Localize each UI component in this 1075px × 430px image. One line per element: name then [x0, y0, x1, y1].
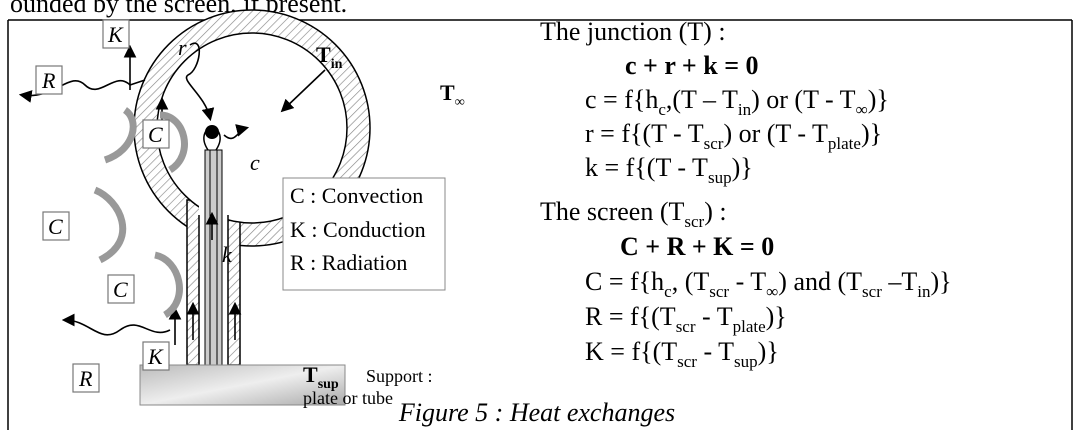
- text-run: - T: [696, 302, 733, 331]
- subscript: c: [658, 100, 666, 119]
- text-run: )}: [861, 119, 882, 148]
- legend-item: C : Convection: [290, 183, 423, 208]
- frame: [7, 19, 1073, 430]
- equation: K = f{(Tscr - Tsup)}: [585, 337, 779, 371]
- subscript: c: [664, 282, 672, 301]
- flux-label: k: [222, 242, 233, 267]
- text-run: C = f{h: [585, 267, 664, 296]
- text-run: ) or (T - T: [723, 119, 828, 148]
- legend-item: K : Conduction: [290, 217, 426, 242]
- flux-arrows: [18, 42, 250, 345]
- text-run: ,(T – T: [666, 85, 738, 114]
- text-run: )}: [766, 302, 787, 331]
- flux-label: R: [41, 68, 56, 93]
- subscript: scr: [684, 212, 704, 231]
- text-run: )}: [930, 267, 951, 296]
- subscript: scr: [862, 282, 882, 301]
- text-run: ) :: [704, 197, 726, 226]
- text-run: C + R + K = 0: [620, 232, 774, 261]
- text-run: K = f{(T: [585, 337, 677, 366]
- flux-label: R: [78, 366, 93, 391]
- t-sup-label: Tsup: [303, 362, 339, 392]
- flux-label: C: [148, 122, 163, 147]
- subscript: ∞: [455, 95, 465, 110]
- support-kind: plate or tube: [303, 388, 393, 408]
- text-run: )}: [732, 153, 753, 182]
- subscript: scr: [676, 317, 696, 336]
- text-run: c = f{h: [585, 85, 658, 114]
- subscript: in: [331, 57, 343, 72]
- subscript: ∞: [766, 282, 778, 301]
- text-run: ) and (T: [778, 267, 862, 296]
- flux-label: C: [113, 277, 128, 302]
- subscript: ∞: [856, 100, 868, 119]
- text-run: )}: [758, 337, 779, 366]
- legend: C : Convection K : Conduction R : Radiat…: [282, 177, 446, 291]
- text-run: T: [303, 362, 318, 387]
- flux-label: r: [178, 35, 187, 60]
- support-label: Support :: [366, 366, 433, 386]
- text-run: –T: [882, 267, 918, 296]
- text-run: T: [316, 42, 331, 67]
- equation: C = f{hc, (Tscr - T∞) and (Tscr –Tin)}: [585, 267, 952, 301]
- equation: r = f{(T - Tscr) or (T - Tplate)}: [585, 119, 882, 153]
- text-run: c + r + k = 0: [625, 51, 759, 80]
- subscript: scr: [704, 134, 724, 153]
- equation: c = f{hc,(T – Tin) or (T - T∞)}: [585, 85, 889, 119]
- text-run: R = f{(T: [585, 302, 676, 331]
- subscript: in: [738, 100, 752, 119]
- equation: R = f{(Tscr - Tplate)}: [585, 302, 787, 336]
- subscript: sup: [708, 168, 732, 187]
- text-run: ) or (T - T: [751, 85, 856, 114]
- subscript: in: [917, 282, 931, 301]
- text-run: T: [440, 80, 455, 105]
- t-inf-label: T∞: [440, 80, 465, 110]
- flux-label: C: [48, 214, 63, 239]
- subscript: sup: [734, 352, 758, 371]
- flux-labels: R K C C r c k C R K: [35, 19, 260, 393]
- text-run: , (T: [672, 267, 710, 296]
- subscript: plate: [733, 317, 766, 336]
- subscript: scr: [677, 352, 697, 371]
- section-title: The screen (Tscr) :: [540, 197, 727, 231]
- flux-label: c: [250, 150, 260, 175]
- balance-equation: C + R + K = 0: [620, 232, 774, 261]
- text-run: The junction (T) :: [540, 17, 726, 46]
- subscript: sup: [318, 377, 339, 392]
- flux-label: K: [147, 344, 164, 369]
- caption: Figure 5 : Heat exchanges: [398, 398, 675, 427]
- t-in-label: Tin: [316, 42, 343, 72]
- flux-label: K: [107, 22, 124, 47]
- text-run: - T: [729, 267, 766, 296]
- text-run: r = f{(T - T: [585, 119, 704, 148]
- text-run: The screen (T: [540, 197, 684, 226]
- balance-equation: c + r + k = 0: [625, 51, 759, 80]
- section-title: The junction (T) :: [540, 17, 726, 46]
- text-run: - T: [697, 337, 734, 366]
- equation: k = f{(T - Tsup)}: [585, 153, 753, 187]
- legend-item: R : Radiation: [290, 250, 407, 275]
- subscript: plate: [828, 134, 861, 153]
- header-text: ounded by the screen, if present.: [10, 0, 347, 18]
- equations: The junction (T) : c + r + k = 0 c = f{h…: [540, 17, 952, 371]
- subscript: scr: [709, 282, 729, 301]
- text-run: k = f{(T - T: [585, 153, 708, 182]
- text-run: )}: [868, 85, 889, 114]
